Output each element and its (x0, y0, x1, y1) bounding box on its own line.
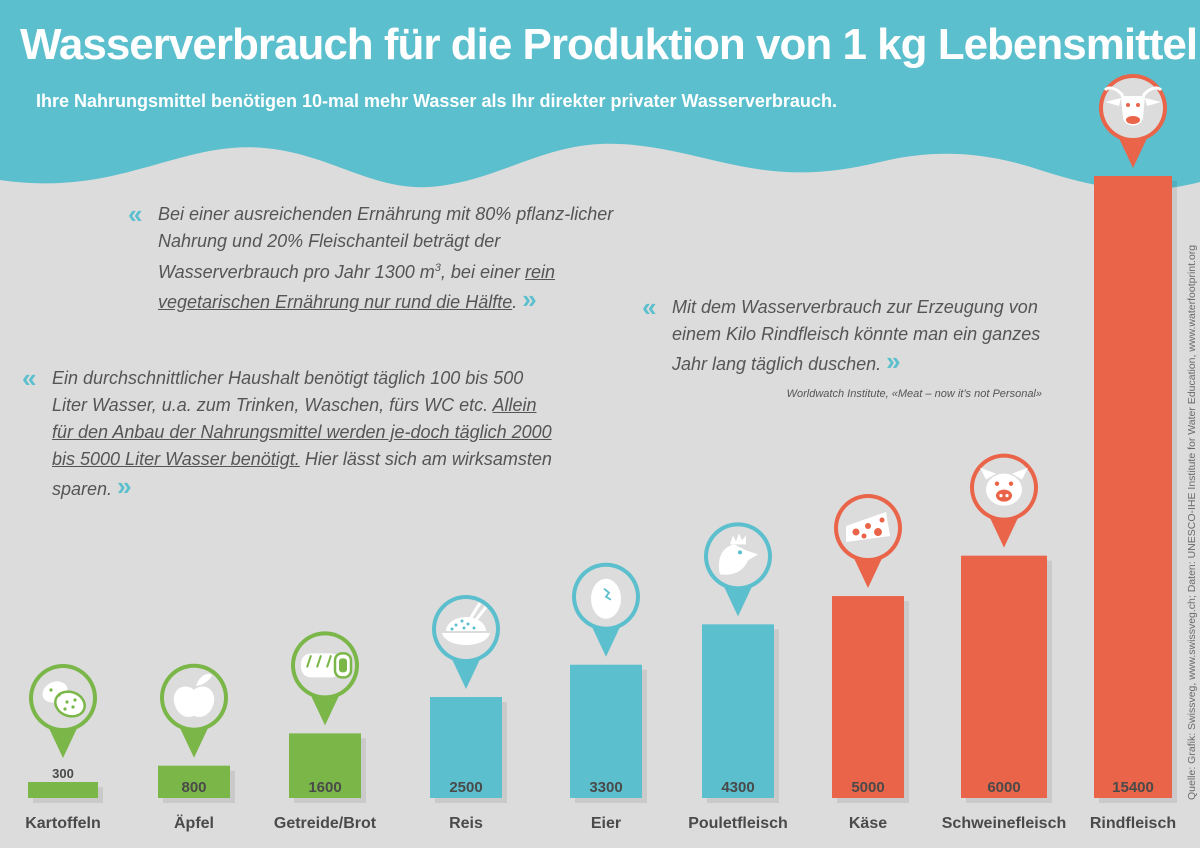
bar (289, 733, 361, 798)
quote-source: Worldwatch Institute, «Meat – now it’s n… (786, 388, 1042, 400)
quote-household: « Ein durchschnittlicher Haushalt benöti… (22, 365, 552, 503)
category-label: Käse (849, 815, 887, 832)
cow-icon (1099, 74, 1167, 168)
bar (1094, 176, 1172, 798)
bar-value-label: 5000 (851, 779, 884, 796)
chicken-icon (704, 522, 772, 617)
bar (961, 555, 1047, 798)
quote-open-icon: « (22, 363, 37, 393)
rice-bowl-icon (432, 595, 500, 690)
quote-open-icon: « (642, 292, 657, 322)
quote-diet-end: . (512, 292, 518, 312)
quote-close-icon: » (886, 346, 901, 376)
category-label: Äpfel (174, 814, 214, 832)
quote-household-text: Ein durchschnittlicher Haushalt benötigt… (52, 368, 524, 415)
bar (430, 697, 502, 798)
quote-diet: « Bei einer ausreichenden Ernährung mit … (128, 201, 618, 316)
category-label: Reis (449, 815, 483, 832)
bar (28, 782, 98, 798)
quote-close-icon: » (117, 471, 132, 501)
category-label: Pouletfleisch (688, 815, 788, 832)
cheese-icon (834, 494, 902, 589)
bar (832, 596, 904, 798)
quote-household-underlined: Allein für den Anbau der Nahrungsmittel … (52, 395, 552, 469)
source-credit: Quelle: Grafik: Swissveg, www.swissveg.c… (1186, 244, 1198, 800)
bar-value-label: 15400 (1112, 779, 1154, 796)
quote-beef: « Mit dem Wasserverbrauch zur Erzeugung … (642, 294, 1052, 378)
bar-value-label: 6000 (987, 779, 1020, 796)
pig-icon (970, 453, 1038, 548)
category-label: Kartoffeln (25, 815, 101, 832)
category-label: Eier (591, 815, 621, 832)
category-label: Schweinefleisch (942, 815, 1067, 832)
quote-diet-text-2: , bei einer (440, 262, 525, 282)
bar-value-label: 1600 (308, 779, 341, 796)
bread-icon (291, 631, 359, 726)
bar-value-label: 3300 (589, 779, 622, 796)
header-band (0, 0, 1200, 190)
quote-beef-text: Mit dem Wasserverbrauch zur Erzeugung vo… (672, 297, 1041, 374)
bar (158, 765, 230, 798)
quote-diet-sup: 3 (434, 262, 441, 274)
bar (702, 624, 774, 798)
bar-value-label: 800 (181, 779, 206, 796)
bar-value-label: 4300 (721, 779, 754, 796)
page-title: Wasserverbrauch für die Produktion von 1… (20, 20, 1198, 69)
potato-icon (29, 664, 97, 758)
category-label: Getreide/Brot (274, 815, 377, 832)
bars: 300 Kartoffeln 800 Äpfel 1600 Getreide/Brot 25… (25, 74, 1177, 832)
bar (570, 664, 642, 798)
category-label: Rindfleisch (1090, 815, 1176, 832)
bar-value-label: 300 (52, 766, 74, 781)
apple-icon (160, 663, 228, 758)
quote-close-icon: » (522, 284, 537, 314)
egg-icon (572, 562, 640, 657)
bar-value-label: 2500 (449, 779, 482, 796)
quote-open-icon: « (128, 199, 143, 229)
quote-diet-underlined: rein vegetarischen Ernährung nur rund di… (158, 262, 555, 312)
quote-diet-text: Bei einer ausreichenden Ernährung mit 80… (158, 204, 614, 282)
page-subtitle: Ihre Nahrungsmittel benötigen 10-mal meh… (36, 91, 837, 111)
quote-household-end: Hier lässt sich am wirksamsten sparen. (52, 449, 552, 499)
